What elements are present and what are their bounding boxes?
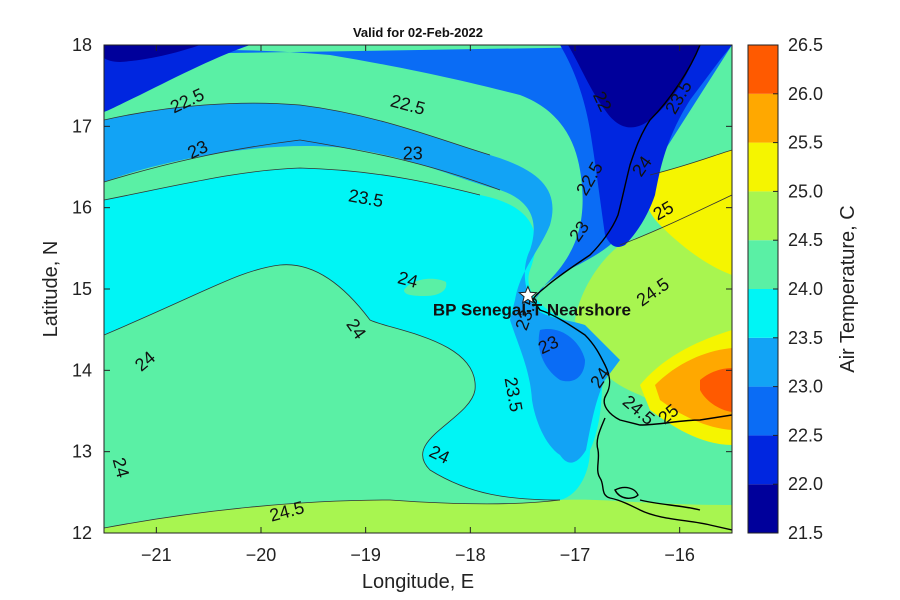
colorbar-tick-label: 22.0	[788, 474, 823, 494]
colorbar-segment	[748, 93, 778, 143]
station-star-icon[interactable]	[518, 285, 538, 304]
station-layer: BP Senegal-T Nearshore	[433, 285, 631, 320]
colorbar-tick-label: 26.0	[788, 84, 823, 104]
band-21-5-west	[104, 45, 200, 62]
x-tick-label: −18	[455, 545, 486, 565]
band-22-0-west	[104, 45, 250, 112]
band-24-5-south	[104, 499, 732, 533]
band-25-0-east	[644, 150, 732, 275]
y-tick-label: 15	[72, 279, 92, 299]
chart-title: Valid for 02-Feb-2022	[353, 25, 483, 40]
x-tick-label: −16	[664, 545, 695, 565]
x-axis: −21 −20 −19 −18 −17 −16	[141, 45, 695, 565]
y-tick-label: 18	[72, 35, 92, 55]
colorbar-segment	[748, 435, 778, 485]
colorbar-tick-label: 25.0	[788, 181, 823, 201]
y-tick-label: 14	[72, 360, 92, 380]
colorbar-segment	[748, 240, 778, 289]
y-axis-label: Latitude, N	[40, 241, 62, 338]
colorbar-tick-label: 21.5	[788, 523, 823, 543]
band-21-5-north	[568, 45, 700, 128]
y-tick-label: 13	[72, 442, 92, 462]
colorbar-tick-label: 25.5	[788, 133, 823, 153]
x-axis-label: Longitude, E	[362, 571, 474, 593]
colorbar-tick-label: 24.0	[788, 279, 823, 299]
contour-lines	[104, 102, 732, 529]
band-22-5	[104, 45, 732, 300]
x-tick-label: −17	[560, 545, 591, 565]
y-axis: 12 13 14 15 16 17 18	[72, 35, 732, 543]
x-tick-label: −19	[350, 545, 381, 565]
plot-area[interactable]	[104, 45, 732, 533]
colorbar-segment	[748, 191, 778, 241]
colorbar-segment	[748, 386, 778, 436]
colorbar-tick-label: 23.5	[788, 328, 823, 348]
y-tick-label: 17	[72, 116, 92, 136]
colorbar-segment	[748, 142, 778, 192]
contour-label: 24	[396, 267, 421, 292]
band-23-5	[104, 168, 602, 500]
y-tick-label: 16	[72, 198, 92, 218]
colorbar-tick-label: 24.5	[788, 230, 823, 250]
colorbar-tick-label: 26.5	[788, 35, 823, 55]
coastline	[532, 45, 732, 531]
band-22-5-pocket	[538, 329, 585, 382]
contour-label: 23	[403, 144, 423, 164]
band-23-0	[104, 103, 620, 463]
band-26-0	[700, 368, 732, 412]
colorbar-tick-label: 22.5	[788, 425, 823, 445]
x-tick-label: −21	[141, 545, 172, 565]
station-label: BP Senegal-T Nearshore	[433, 301, 631, 320]
colorbar-label: Air Temperature, C	[837, 205, 859, 372]
x-tick-label: −20	[246, 545, 277, 565]
colorbar: 21.5 22.0 22.5 23.0 23.5 24.0 24.5 25.0 25.5 26.0…	[747, 35, 823, 543]
colorbar-segment	[748, 45, 778, 94]
colorbar-segment	[748, 484, 778, 533]
colorbar-segment	[748, 289, 778, 338]
y-tick-label: 12	[72, 523, 92, 543]
colorbar-segment	[748, 337, 778, 387]
band-25-5	[655, 348, 732, 430]
colorbar-tick-label: 23.0	[788, 377, 823, 397]
band-24-0-island	[404, 278, 447, 296]
